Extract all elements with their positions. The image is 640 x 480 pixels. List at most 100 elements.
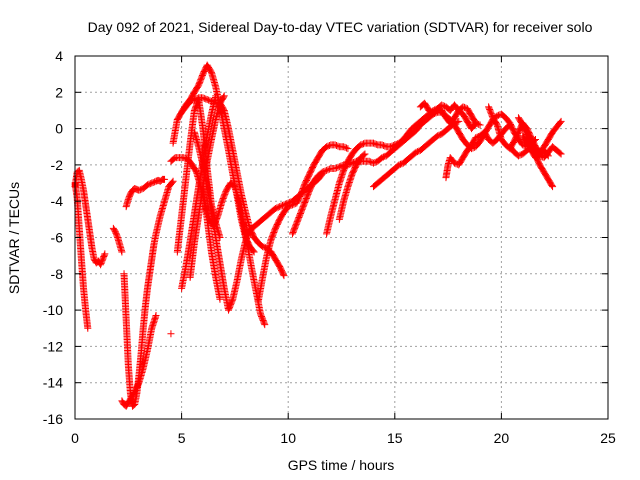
data-point: [389, 142, 397, 150]
y-tick-label: 2: [55, 84, 63, 100]
data-point: [84, 324, 92, 332]
data-point: [391, 141, 399, 149]
y-tick-label: -4: [51, 193, 64, 209]
data-point: [335, 163, 343, 171]
data-point: [331, 141, 339, 149]
data-point: [334, 163, 342, 171]
data-point: [118, 248, 126, 256]
data-point: [361, 150, 369, 158]
data-point: [371, 158, 379, 166]
y-tick-label: 0: [55, 121, 63, 137]
data-point: [250, 248, 258, 256]
data-point: [472, 134, 480, 142]
axis-ticks: 0 5 10 15 20 25 -16 -14 -12 -10 -8 -6 -4 -2 0 2 4: [43, 48, 616, 446]
data-point: [557, 150, 565, 158]
data-point: [340, 143, 348, 151]
data-point: [516, 151, 524, 159]
data-point: [148, 179, 156, 187]
data-point: [323, 166, 331, 174]
data-point: [161, 175, 169, 183]
x-tick-label: 25: [600, 430, 616, 446]
data-point: [192, 95, 200, 103]
data-point: [381, 142, 389, 150]
data-point: [348, 159, 356, 167]
data-point: [460, 103, 468, 111]
data-point: [273, 204, 281, 212]
data-point: [325, 142, 333, 150]
data-point: [344, 145, 352, 153]
data-point: [260, 319, 268, 327]
data-point: [379, 153, 387, 161]
series-arc-20: [369, 117, 463, 191]
series-arc-16: [254, 141, 352, 305]
data-point: [387, 143, 395, 151]
y-tick-label: -6: [51, 230, 64, 246]
data-point: [143, 181, 151, 189]
data-point: [149, 178, 157, 186]
data-point: [152, 312, 160, 320]
data-point: [556, 118, 564, 126]
data-point: [320, 168, 328, 176]
x-tick-label: 0: [71, 430, 79, 446]
y-tick-label: -10: [43, 302, 63, 318]
data-point: [438, 101, 446, 109]
data-point: [321, 167, 329, 175]
data-point: [543, 151, 551, 159]
data-point: [433, 132, 441, 140]
data-point: [279, 270, 287, 278]
data-point: [453, 118, 461, 126]
y-tick-label: -12: [43, 338, 63, 354]
data-point: [388, 142, 396, 150]
data-point: [365, 157, 373, 165]
data-point: [450, 119, 458, 127]
data-point: [136, 186, 144, 194]
data-point: [475, 120, 483, 128]
y-tick-label: -14: [43, 375, 63, 391]
data-point: [392, 140, 400, 148]
data-point: [146, 180, 154, 188]
data-point: [342, 144, 350, 152]
data-point: [357, 141, 365, 149]
series-arc-19: [335, 150, 369, 223]
data-point: [200, 94, 208, 102]
data-point: [358, 140, 366, 148]
data-point: [274, 203, 282, 211]
data-point: [220, 93, 228, 101]
data-point: [514, 152, 522, 160]
data-point: [341, 143, 349, 151]
data-point: [455, 117, 463, 125]
data-point: [277, 202, 285, 210]
data-point: [168, 178, 176, 186]
series-arc-05: [118, 312, 160, 410]
data-point: [249, 247, 257, 255]
data-point: [396, 160, 404, 168]
data-point: [548, 181, 556, 189]
data-point: [205, 96, 213, 104]
data-point: [369, 139, 377, 147]
data-point: [220, 92, 228, 100]
data-point: [216, 295, 224, 303]
x-tick-label: 15: [387, 430, 403, 446]
data-point: [395, 161, 403, 169]
data-point: [519, 141, 527, 149]
data-point: [286, 202, 294, 210]
data-point: [324, 166, 332, 174]
data-point: [101, 250, 109, 258]
series-arc-15: [199, 183, 224, 303]
data-point: [414, 148, 422, 156]
data-point: [476, 121, 484, 129]
data-point: [203, 96, 211, 104]
data-point: [473, 120, 481, 128]
x-tick-label: 20: [494, 430, 510, 446]
series-arc-03: [109, 224, 126, 256]
series-arc-01: [71, 179, 92, 332]
data-point: [323, 143, 331, 151]
data-point: [193, 94, 201, 102]
data-point: [450, 159, 458, 167]
data-point: [228, 297, 236, 305]
data-point: [287, 201, 295, 209]
data-point: [324, 142, 332, 150]
data-point: [135, 186, 143, 194]
